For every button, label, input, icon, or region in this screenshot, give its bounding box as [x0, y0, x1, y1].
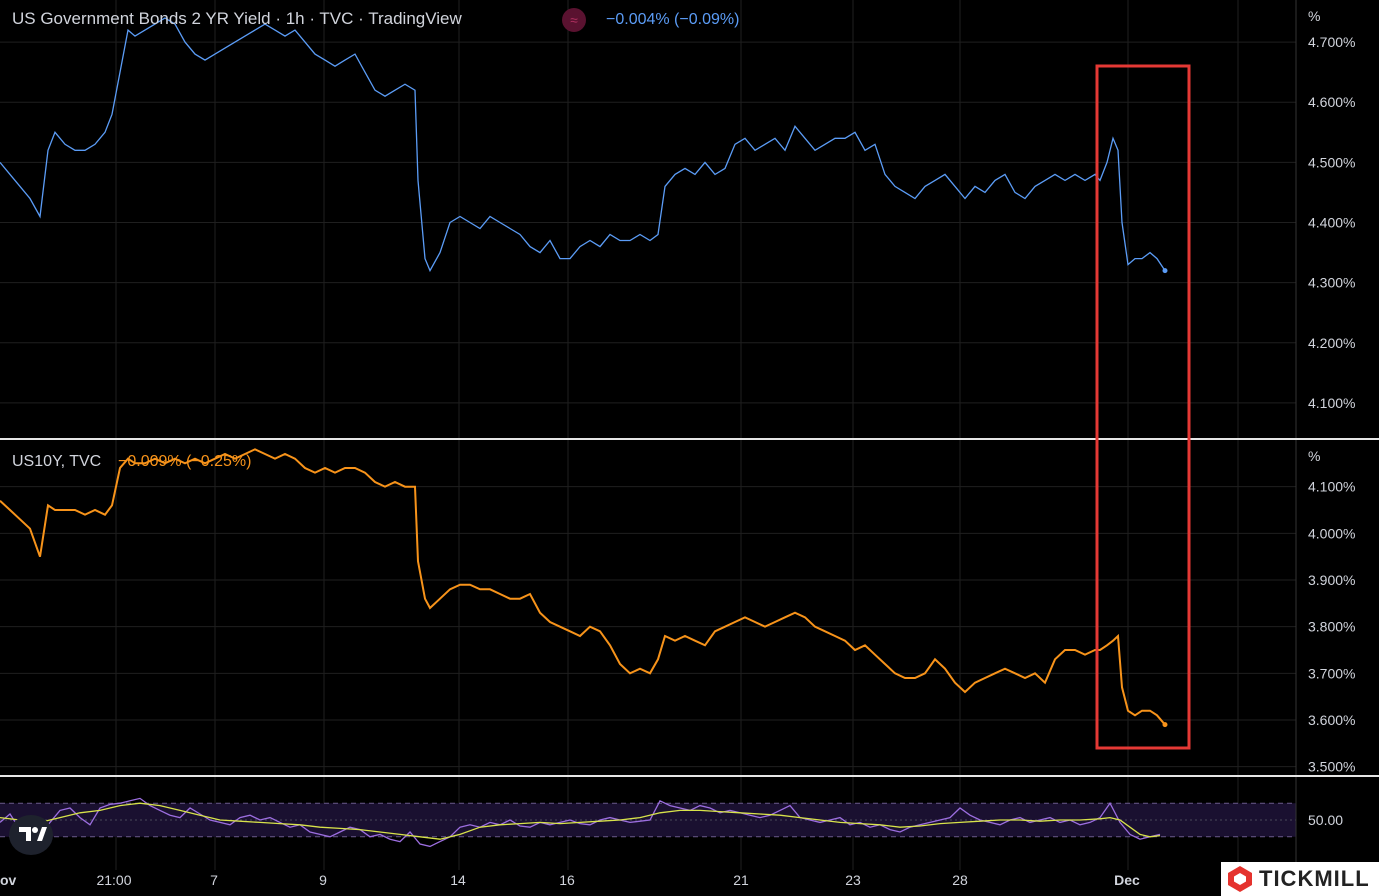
tradingview-logo-icon[interactable]: [9, 815, 53, 855]
tickmill-watermark: TICKMILL: [1221, 862, 1379, 896]
x-tick-label: 21:00: [96, 872, 131, 888]
us10y-plot: [0, 448, 1168, 728]
bottom-chart-title: US10Y, TVC: [12, 453, 102, 470]
y-tick-label: 4.300%: [1308, 275, 1355, 291]
series-line-1: [0, 448, 1166, 726]
tickmill-logo-icon: [1228, 866, 1252, 892]
us02y-plot: [0, 17, 1168, 274]
y-tick-label: 4.700%: [1308, 34, 1355, 50]
y-tick-label: 3.500%: [1308, 759, 1355, 775]
x-tick-label: 21: [733, 872, 749, 888]
y-tick-label: 4.500%: [1308, 154, 1355, 170]
x-tick-label: ov: [0, 872, 17, 888]
exchange-flag-icon: ≈: [562, 8, 586, 32]
y-unit-label: %: [1308, 448, 1320, 464]
bottom-chart-change: −0.009% (−0.25%): [118, 453, 252, 470]
y-tick-label: 3.800%: [1308, 619, 1355, 635]
time-scale: ov 21:00 7 9 14 16 21 23 28 Dec: [0, 872, 1140, 888]
y-tick-label: 4.100%: [1308, 479, 1355, 495]
last-point-1: [1162, 722, 1168, 728]
highlight-rectangle: [1095, 64, 1191, 750]
top-chart-change: −0.004% (−0.09%): [606, 11, 740, 28]
series-line-0: [0, 17, 1166, 273]
y-unit-label: %: [1308, 8, 1320, 24]
rsi-tick-label: 50.00: [1308, 812, 1343, 828]
tickmill-brand-text: TICKMILL: [1259, 866, 1370, 891]
y-tick-label: 4.100%: [1308, 395, 1355, 411]
y-tick-label: 4.600%: [1308, 94, 1355, 110]
grid-lines: [0, 0, 1296, 870]
y-tick-label: 3.700%: [1308, 665, 1355, 681]
x-tick-label: 23: [845, 872, 861, 888]
price-scales: 4.700% 4.600% 4.500% 4.400% 4.300% 4.200% 4.10…: [1295, 0, 1355, 870]
rsi-plot: [0, 797, 1296, 848]
x-tick-label: 16: [559, 872, 575, 888]
x-tick-label: 28: [952, 872, 968, 888]
x-tick-label: 7: [210, 872, 218, 888]
y-tick-label: 3.900%: [1308, 572, 1355, 588]
x-tick-label: 14: [450, 872, 466, 888]
y-tick-label: 4.000%: [1308, 525, 1355, 541]
rsi-series-1: [0, 802, 1161, 840]
y-tick-label: 4.200%: [1308, 335, 1355, 351]
last-point-0: [1162, 268, 1168, 274]
x-tick-label: Dec: [1114, 872, 1140, 888]
y-tick-label: 4.400%: [1308, 215, 1355, 231]
x-tick-label: 9: [319, 872, 327, 888]
top-chart-title: US Government Bonds 2 YR Yield · 1h · TV…: [12, 9, 462, 28]
y-tick-label: 3.600%: [1308, 712, 1355, 728]
rsi-series-0: [0, 797, 1161, 848]
